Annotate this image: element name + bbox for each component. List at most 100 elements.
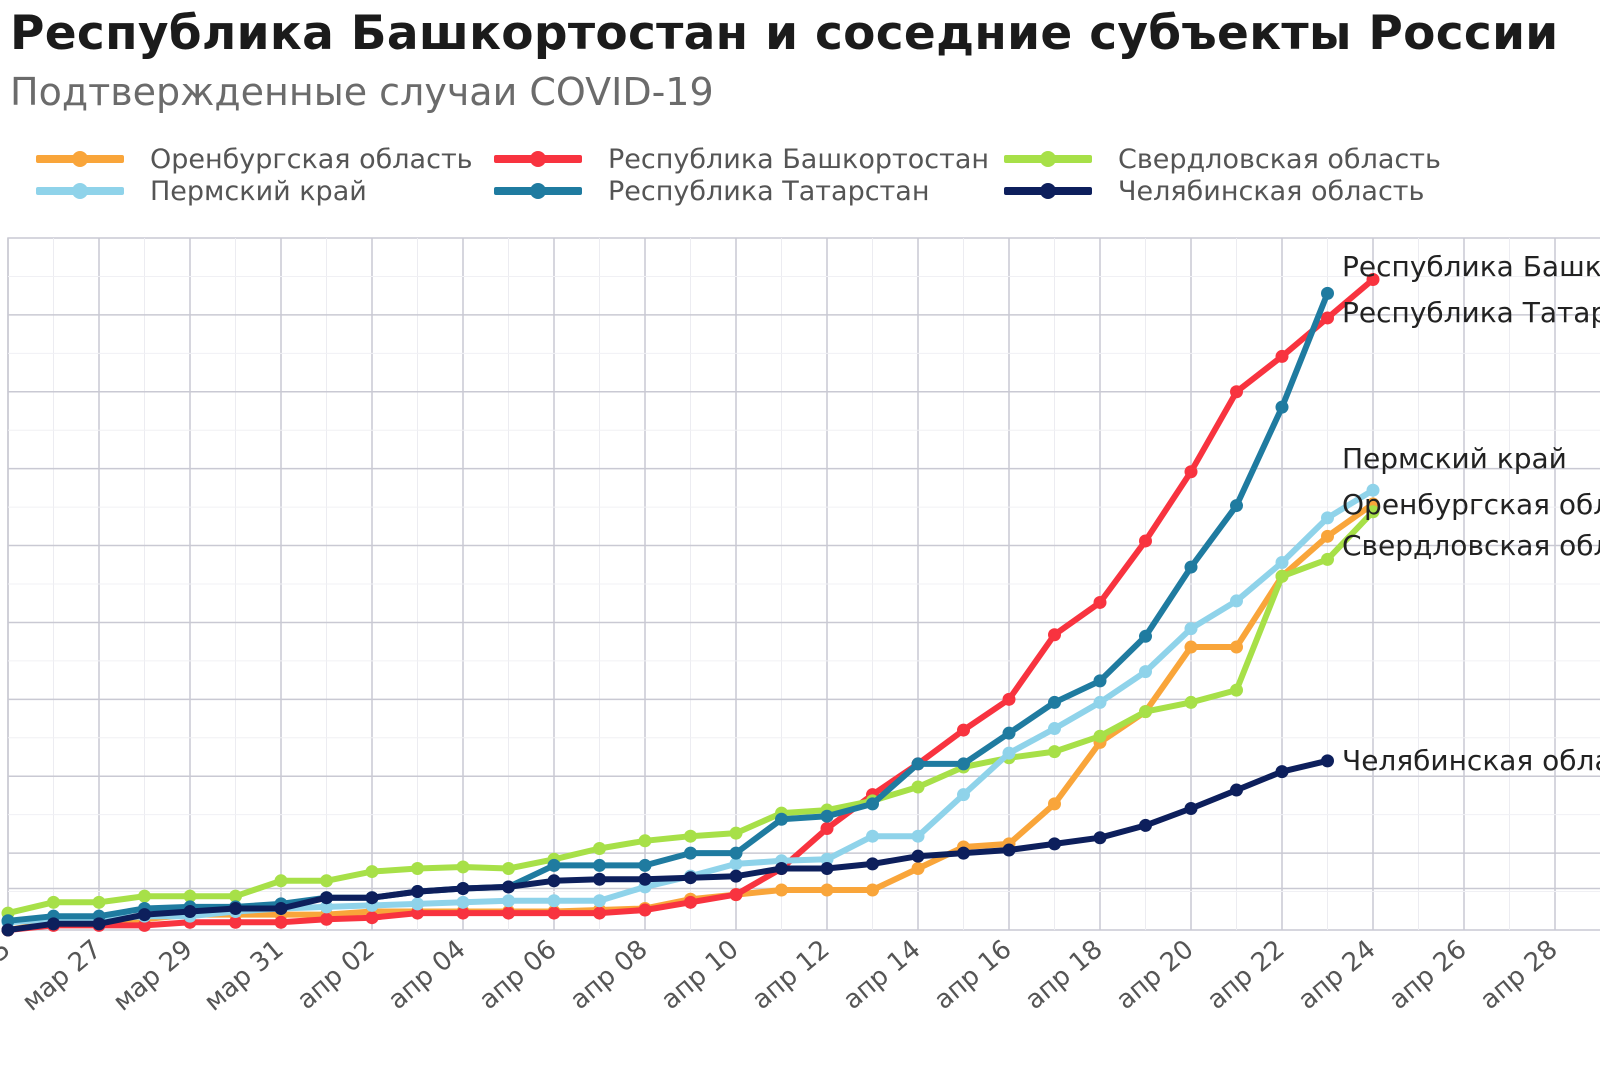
data-point[interactable] [1139,705,1152,719]
data-point[interactable] [411,861,424,875]
data-point[interactable] [547,874,561,888]
data-point[interactable] [138,908,151,922]
data-point[interactable] [911,780,925,794]
data-point[interactable] [638,858,652,872]
data-point[interactable] [1230,783,1243,797]
legend-item-sverdlovsk[interactable]: Свердловская область [1004,142,1441,176]
data-point[interactable] [320,891,333,905]
data-point[interactable] [365,891,379,905]
data-point[interactable] [729,846,743,860]
data-point[interactable] [1184,640,1198,654]
data-point[interactable] [320,912,333,926]
data-point[interactable] [183,889,197,903]
legend-item-bashkortostan[interactable]: Республика Башкортостан [494,142,989,176]
data-point[interactable] [320,874,333,888]
data-point[interactable] [456,906,470,920]
data-point[interactable] [1139,818,1152,832]
data-point[interactable] [1139,665,1152,679]
data-point[interactable] [229,901,242,915]
data-point[interactable] [684,846,697,860]
data-point[interactable] [502,894,515,908]
data-point[interactable] [1275,349,1289,363]
data-point[interactable] [1230,499,1243,513]
data-point[interactable] [684,829,697,843]
data-point[interactable] [229,915,242,929]
data-point[interactable] [593,894,606,908]
data-point[interactable] [1002,843,1016,857]
data-point[interactable] [820,883,834,897]
data-point[interactable] [593,841,606,855]
data-point[interactable] [1093,729,1107,743]
data-point[interactable] [820,822,834,836]
data-point[interactable] [1093,831,1107,845]
data-point[interactable] [456,860,470,874]
data-point[interactable] [229,889,242,903]
data-point[interactable] [1048,797,1061,811]
data-point[interactable] [1,923,15,937]
data-point[interactable] [92,895,106,909]
data-point[interactable] [775,883,788,897]
data-point[interactable] [456,881,470,895]
data-point[interactable] [502,906,515,920]
data-point[interactable] [502,861,515,875]
data-point[interactable] [138,889,151,903]
data-point[interactable] [547,858,561,872]
data-point[interactable] [638,903,652,917]
data-point[interactable] [1093,695,1107,709]
data-point[interactable] [1048,837,1061,851]
data-point[interactable] [547,894,561,908]
data-point[interactable] [1184,695,1198,709]
legend-item-tatarstan[interactable]: Республика Татарстан [494,174,929,208]
data-point[interactable] [1093,595,1107,609]
data-point[interactable] [1275,569,1289,583]
data-point[interactable] [1321,754,1334,768]
data-point[interactable] [1321,511,1334,525]
data-point[interactable] [638,834,652,848]
legend-item-chelyabinsk[interactable]: Челябинская область [1004,174,1424,208]
data-point[interactable] [1184,802,1198,816]
data-point[interactable] [729,857,743,871]
data-point[interactable] [274,901,288,915]
data-point[interactable] [1,914,15,928]
data-point[interactable] [1184,622,1198,636]
data-point[interactable] [957,846,970,860]
data-point[interactable] [775,812,788,826]
data-point[interactable] [92,917,106,931]
data-point[interactable] [1002,746,1016,760]
data-point[interactable] [1321,311,1334,325]
data-point[interactable] [1275,765,1289,779]
data-point[interactable] [957,757,970,771]
data-point[interactable] [1048,745,1061,759]
data-point[interactable] [593,906,606,920]
data-point[interactable] [1184,465,1198,479]
data-point[interactable] [411,885,424,899]
data-point[interactable] [1230,640,1243,654]
data-point[interactable] [1048,695,1061,709]
data-point[interactable] [638,872,652,886]
data-point[interactable] [820,852,834,866]
data-point[interactable] [138,918,151,932]
data-point[interactable] [274,874,288,888]
data-point[interactable] [1321,552,1334,566]
data-point[interactable] [684,871,697,885]
data-point[interactable] [911,757,925,771]
data-point[interactable] [1093,674,1107,688]
data-point[interactable] [911,861,925,875]
data-point[interactable] [684,895,697,909]
data-point[interactable] [47,895,60,909]
data-point[interactable] [775,861,788,875]
data-point[interactable] [1366,483,1380,497]
data-point[interactable] [820,861,834,875]
data-point[interactable] [183,905,197,919]
data-point[interactable] [1048,628,1061,642]
data-point[interactable] [911,849,925,863]
data-point[interactable] [1321,286,1334,300]
data-point[interactable] [1230,594,1243,608]
data-point[interactable] [957,723,970,737]
data-point[interactable] [456,895,470,909]
data-point[interactable] [502,880,515,894]
data-point[interactable] [1048,722,1061,736]
data-point[interactable] [1366,505,1380,519]
legend-item-perm[interactable]: Пермский край [36,174,367,208]
data-point[interactable] [911,829,925,843]
